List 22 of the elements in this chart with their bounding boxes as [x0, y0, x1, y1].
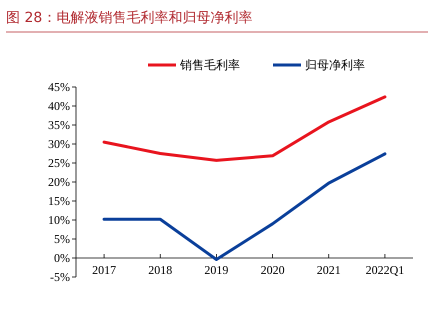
y-tick-label: 35%	[48, 118, 70, 132]
y-tick-label: 40%	[48, 99, 70, 114]
x-tick-label: 2019	[204, 262, 228, 277]
y-tick-label: 20%	[48, 175, 70, 190]
y-tick-label: -5%	[50, 270, 70, 284]
y-tick-label: 10%	[48, 213, 70, 228]
y-tick-label: 25%	[48, 156, 70, 170]
y-tick-label: 0%	[54, 251, 70, 266]
x-tick-label: 2017	[92, 262, 116, 277]
legend-label: 销售毛利率	[179, 58, 240, 72]
legend-label: 归母净利率	[305, 58, 365, 72]
x-tick-label: 2020	[260, 262, 285, 277]
y-tick-label: 45%	[48, 80, 70, 94]
y-tick-label: 15%	[48, 194, 70, 208]
x-tick-label: 2022Q1	[366, 262, 404, 277]
y-tick-label: 5%	[54, 232, 70, 246]
x-tick-label: 2018	[148, 262, 172, 277]
x-tick-label: 2021	[316, 262, 341, 277]
y-tick-label: 30%	[48, 137, 70, 152]
line-series	[102, 95, 386, 162]
line-series	[102, 152, 386, 262]
chart-title: 图 28：电解液销售毛利率和归母净利率	[6, 10, 252, 26]
